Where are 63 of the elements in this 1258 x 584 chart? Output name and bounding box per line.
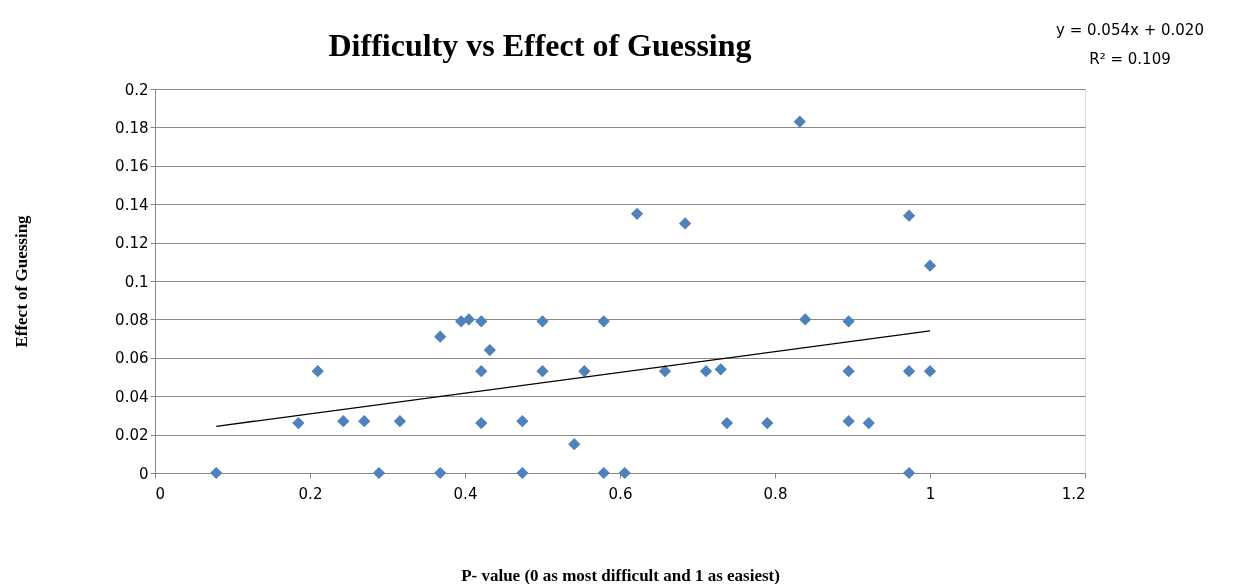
point (923, 365, 937, 378)
y-tick-label: 0.18 (115, 118, 149, 137)
y-tick-label: 0.02 (115, 426, 149, 445)
x-axis-title: P- value (0 as most difficult and 1 as easiest) (461, 565, 780, 584)
y-tick-label: 0.16 (115, 157, 149, 176)
point (372, 466, 386, 480)
point (578, 365, 591, 378)
point (434, 330, 447, 343)
point (630, 207, 644, 220)
point (618, 466, 631, 480)
point (842, 415, 855, 428)
point (793, 115, 806, 128)
point (658, 365, 672, 378)
point (714, 363, 727, 376)
point (536, 365, 549, 378)
point (902, 365, 916, 378)
point (337, 415, 350, 428)
point (597, 315, 610, 328)
point (475, 365, 488, 378)
point (516, 466, 529, 480)
point (923, 259, 937, 272)
x-tick-label: 0.4 (453, 484, 478, 503)
y-tick-label: 0.08 (115, 310, 149, 329)
point (842, 315, 855, 328)
point (699, 365, 713, 378)
point (358, 415, 371, 428)
point (516, 415, 529, 428)
point (483, 344, 496, 357)
point (842, 365, 855, 378)
point (210, 466, 223, 480)
point (434, 466, 447, 480)
point (597, 466, 610, 480)
y-tick-label: 0.14 (115, 195, 149, 214)
y-tick-label: 0.2 (124, 80, 149, 99)
point (678, 217, 692, 230)
point (475, 315, 488, 328)
y-tick-label: 0.1 (124, 272, 149, 291)
point (720, 416, 734, 430)
y-tick-label: 0.06 (115, 349, 149, 368)
point (393, 415, 407, 428)
point (902, 209, 916, 222)
x-tick-label: 0.2 (298, 484, 323, 503)
point (761, 416, 774, 430)
y-tick-label: 0.12 (115, 234, 149, 253)
y-tick-label: 0.04 (115, 387, 149, 406)
point (862, 416, 875, 430)
x-tick-label: 0.6 (608, 484, 633, 503)
point (799, 313, 812, 326)
point (536, 315, 549, 328)
x-tick-label: 0 (155, 484, 166, 503)
point (311, 365, 324, 378)
y-axis-title: Effect of Guessing (11, 214, 31, 348)
chart-title: Difficulty vs Effect of Guessing (328, 27, 752, 63)
text: y = 0.054x + 0.020 (1056, 21, 1204, 39)
point (475, 416, 488, 430)
x-tick-label: 1 (925, 484, 936, 503)
point (568, 438, 581, 451)
text: R² = 0.109 (1089, 50, 1171, 68)
point (902, 466, 916, 480)
y-tick-label: 0 (138, 464, 149, 483)
x-tick-label: 0.8 (763, 484, 788, 503)
x-tick-label: 1.2 (1061, 484, 1086, 503)
point (292, 416, 305, 430)
